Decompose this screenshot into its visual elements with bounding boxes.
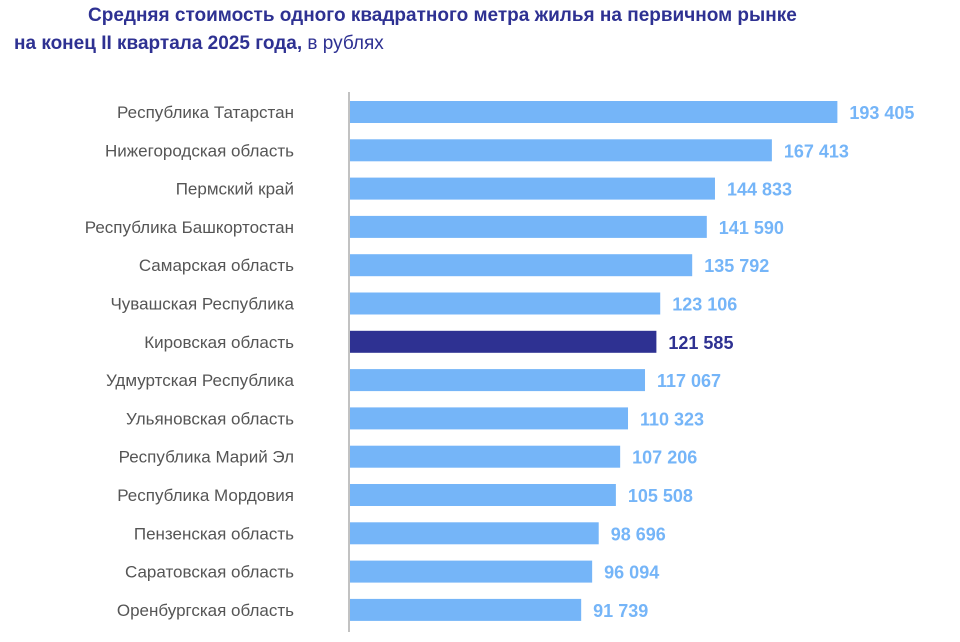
category-label: Ульяновская область: [126, 409, 294, 428]
category-label: Пермский край: [176, 180, 294, 199]
bar: [350, 139, 772, 162]
value-label: 141 590: [719, 218, 784, 238]
category-label: Оренбургская область: [117, 601, 294, 620]
category-label: Республика Татарстан: [117, 103, 294, 122]
chart-title-line2-units: в рублях: [302, 33, 384, 54]
bars-layer: Республика Татарстан 193 405 Нижегородская…: [85, 101, 914, 621]
category-label: Саратовская область: [125, 563, 294, 582]
chart-title-line2: на конец II квартала 2025 года, в рублях: [14, 30, 384, 58]
bar: [350, 484, 616, 506]
bar: [350, 292, 661, 315]
category-label: Пензенская область: [134, 524, 294, 543]
category-label: Удмуртская Республика: [106, 371, 295, 390]
bar: [350, 560, 593, 583]
bar: [350, 177, 715, 200]
value-label: 121 585: [668, 333, 733, 353]
bar-highlighted: [350, 330, 657, 353]
chart-title-line1: Средняя стоимость одного квадратного мет…: [88, 5, 797, 26]
value-label: 91 739: [593, 601, 648, 621]
value-label: 110 323: [640, 409, 704, 429]
category-label: Нижегородская область: [105, 141, 294, 160]
bar: [350, 522, 599, 545]
value-label: 105 508: [628, 486, 693, 506]
bar: [350, 101, 838, 123]
bar: [350, 598, 582, 621]
bar: [350, 254, 693, 277]
value-label: 167 413: [784, 141, 849, 161]
value-label: 123 106: [672, 295, 737, 315]
chart-title-line2-bold: на конец II квартала 2025 года,: [14, 33, 303, 54]
value-label: 144 833: [727, 180, 792, 200]
category-label: Республика Башкортостан: [85, 218, 294, 237]
bar: [350, 369, 646, 392]
bar: [350, 215, 707, 238]
value-label: 193 405: [849, 103, 914, 123]
value-label: 135 792: [704, 256, 769, 276]
category-label: Республика Марий Эл: [119, 448, 294, 467]
value-label: 107 206: [632, 448, 697, 468]
category-label: Кировская область: [144, 333, 294, 352]
value-label: 98 696: [611, 524, 666, 544]
bar: [350, 445, 621, 468]
bar: [350, 407, 629, 430]
category-label: Республика Мордовия: [117, 486, 294, 505]
category-label: Самарская область: [139, 256, 294, 275]
value-label: 96 094: [604, 563, 659, 583]
category-label: Чувашская Республика: [110, 295, 294, 314]
value-label: 117 067: [657, 371, 721, 391]
